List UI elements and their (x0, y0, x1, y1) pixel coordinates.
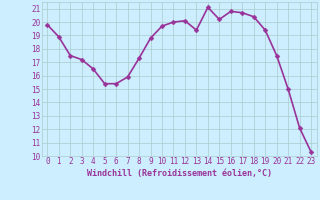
X-axis label: Windchill (Refroidissement éolien,°C): Windchill (Refroidissement éolien,°C) (87, 169, 272, 178)
